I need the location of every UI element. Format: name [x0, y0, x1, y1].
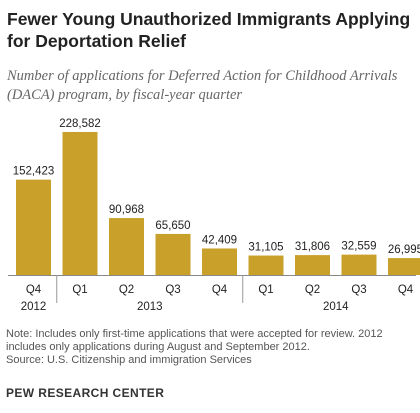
x-tick-label: Q3: [351, 284, 366, 296]
x-tick-label: Q3: [165, 284, 180, 296]
chart-title: Fewer Young Unauthorized Immigrants Appl…: [7, 9, 411, 51]
bar: [295, 255, 330, 275]
bar-value-label: 26,995: [388, 244, 420, 256]
bar-value-label: 152,423: [13, 166, 55, 178]
bar-value-label: 228,582: [59, 118, 101, 130]
bar-value-label: 42,409: [202, 234, 237, 246]
bar-value-label: 31,105: [248, 242, 283, 254]
note-line: includes only applications during August…: [6, 341, 310, 353]
bar-value-label: 90,968: [109, 204, 144, 216]
x-tick-label: Q1: [72, 284, 87, 296]
chart-note: Note: Includes only first-time applicati…: [6, 328, 416, 367]
bar: [109, 218, 144, 275]
bar-value-label: 31,806: [295, 241, 330, 253]
bar: [388, 258, 420, 275]
year-label: 2013: [137, 301, 163, 313]
note-line: Note: Includes only first-time applicati…: [6, 328, 383, 340]
bar: [248, 255, 284, 275]
year-label: 2014: [323, 301, 349, 313]
bar: [16, 179, 51, 275]
bar-chart: 152,423 Q4 228,582 Q1 90,968 Q2 65,650 Q3 42,409…: [8, 118, 420, 313]
bar: [62, 132, 98, 275]
x-tick-label: Q1: [258, 284, 273, 296]
bar: [202, 248, 237, 275]
x-tick-label: Q4: [26, 284, 42, 296]
x-tick-label: Q2: [305, 284, 320, 296]
year-label: 2012: [21, 301, 47, 313]
x-tick-label: Q4: [212, 284, 228, 296]
bar: [155, 233, 191, 275]
bar: [341, 254, 377, 275]
bar-value-label: 32,559: [341, 241, 376, 253]
brand-credit: PEW RESEARCH CENTER: [6, 386, 165, 400]
x-tick-label: Q4: [398, 284, 414, 296]
chart-subtitle: Number of applications for Deferred Acti…: [7, 68, 398, 103]
source-line: Source: U.S. Citizenship and immigration…: [6, 354, 252, 366]
bar-value-label: 65,650: [155, 220, 190, 232]
x-tick-label: Q2: [119, 284, 134, 296]
